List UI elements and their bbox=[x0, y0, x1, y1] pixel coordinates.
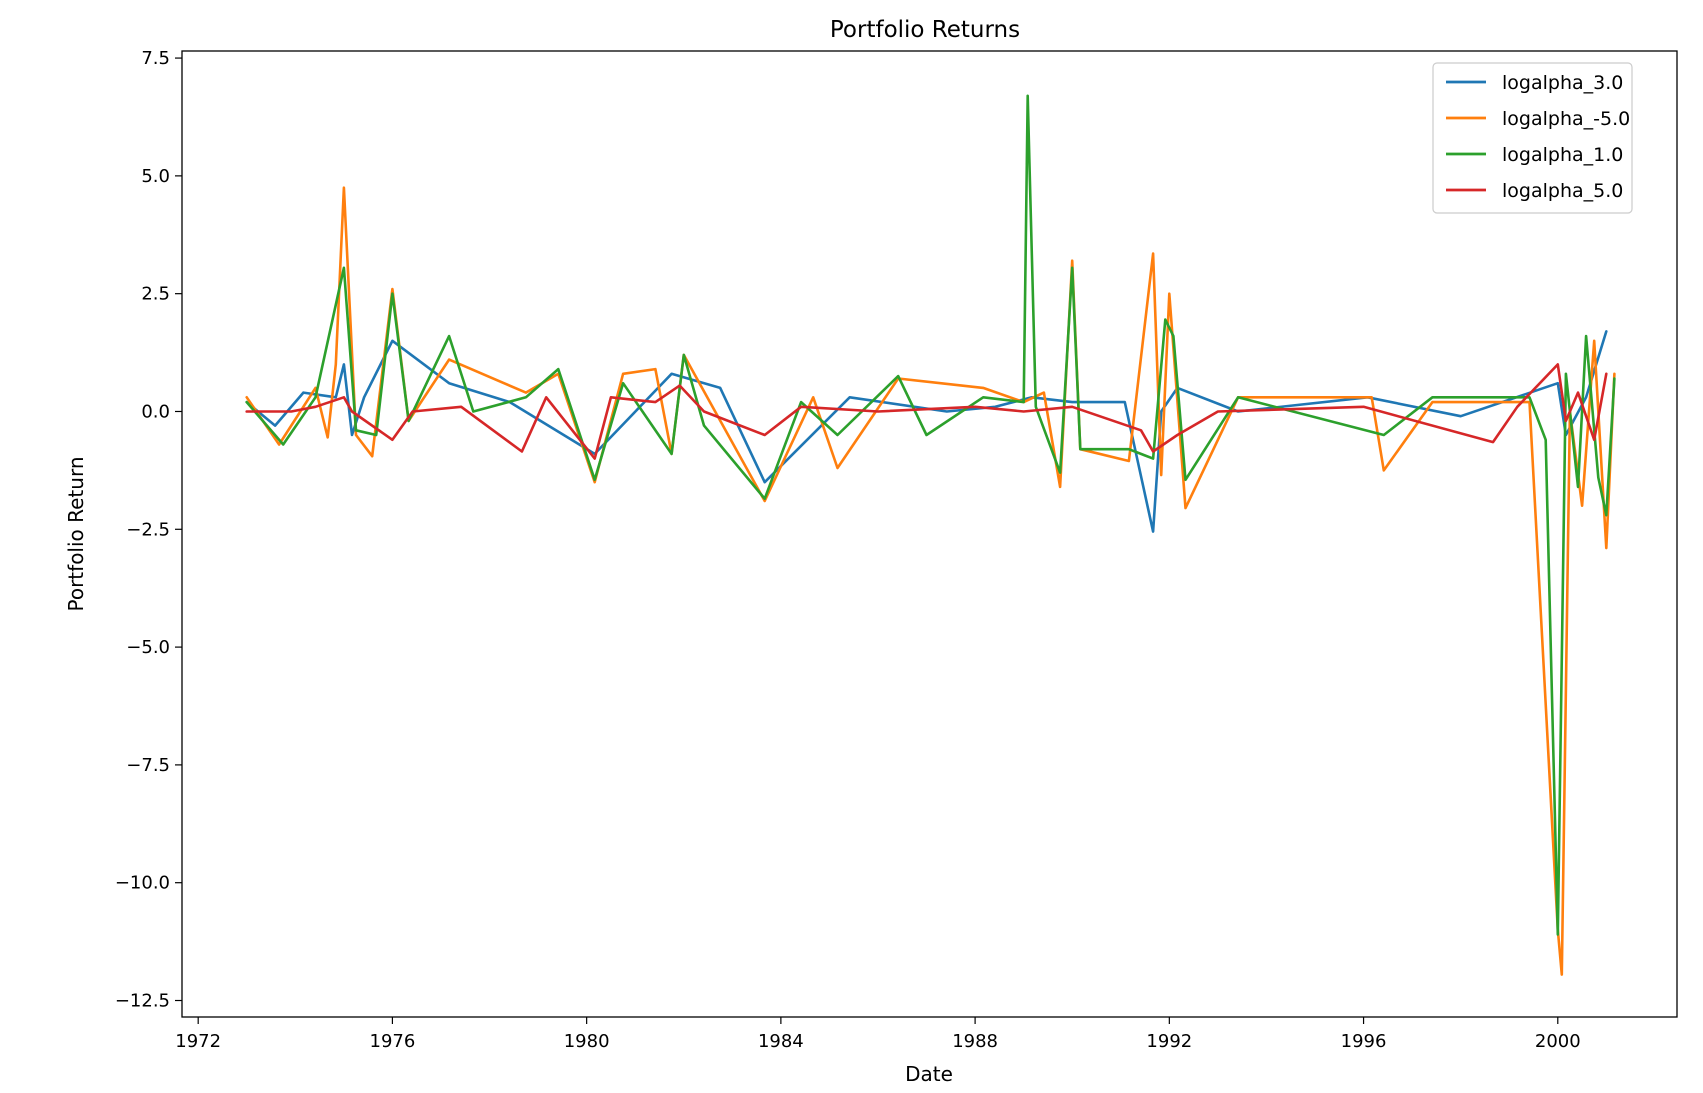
series-line-1 bbox=[245, 186, 1616, 976]
y-tick-label-2: 2.5 bbox=[141, 284, 170, 305]
legend-box bbox=[1432, 62, 1633, 214]
x-tick-label-3: 1984 bbox=[758, 1031, 804, 1052]
y-tick-label-7: −10.0 bbox=[115, 873, 170, 894]
y-tick-label-6: −7.5 bbox=[126, 755, 170, 776]
series-line-2 bbox=[245, 94, 1616, 936]
y-tick-label-5: −5.0 bbox=[126, 637, 170, 658]
y-axis-label: Portfolio Return bbox=[64, 457, 88, 612]
chart-title: Portfolio Returns bbox=[830, 17, 1020, 43]
series-line-3 bbox=[245, 363, 1608, 460]
y-tick-label-4: −2.5 bbox=[126, 519, 170, 540]
y-tick-label-3: 0.0 bbox=[141, 401, 170, 422]
x-tick-label-6: 1996 bbox=[1341, 1031, 1387, 1052]
x-axis: 1972 1976 1980 1984 1988 1992 1996 2000 bbox=[175, 1017, 1581, 1052]
y-tick-label-1: 5.0 bbox=[141, 166, 170, 187]
x-tick-label-0: 1972 bbox=[175, 1031, 221, 1052]
legend-label-0: logalpha_3.0 bbox=[1502, 72, 1623, 94]
legend-label-2: logalpha_1.0 bbox=[1502, 144, 1623, 166]
x-tick-label-5: 1992 bbox=[1146, 1031, 1192, 1052]
y-axis: 7.5 5.0 2.5 0.0 −2.5 −5.0 −7.5 −10.0 −12.5 bbox=[115, 48, 182, 1012]
series-line-0 bbox=[245, 330, 1608, 533]
x-tick-label-1: 1976 bbox=[370, 1031, 416, 1052]
legend-label-3: logalpha_5.0 bbox=[1502, 180, 1623, 202]
x-tick-label-7: 2000 bbox=[1535, 1031, 1581, 1052]
y-tick-label-8: −12.5 bbox=[115, 991, 170, 1012]
x-axis-label: Date bbox=[905, 1062, 953, 1086]
plot-lines bbox=[245, 94, 1616, 976]
legend-label-1: logalpha_-5.0 bbox=[1502, 108, 1630, 130]
y-tick-label-0: 7.5 bbox=[141, 48, 170, 69]
x-tick-label-4: 1988 bbox=[952, 1031, 998, 1052]
x-tick-label-2: 1980 bbox=[564, 1031, 610, 1052]
legend: logalpha_3.0 logalpha_-5.0 logalpha_1.0log… bbox=[1432, 62, 1633, 214]
plot-frame bbox=[181, 50, 1678, 1018]
